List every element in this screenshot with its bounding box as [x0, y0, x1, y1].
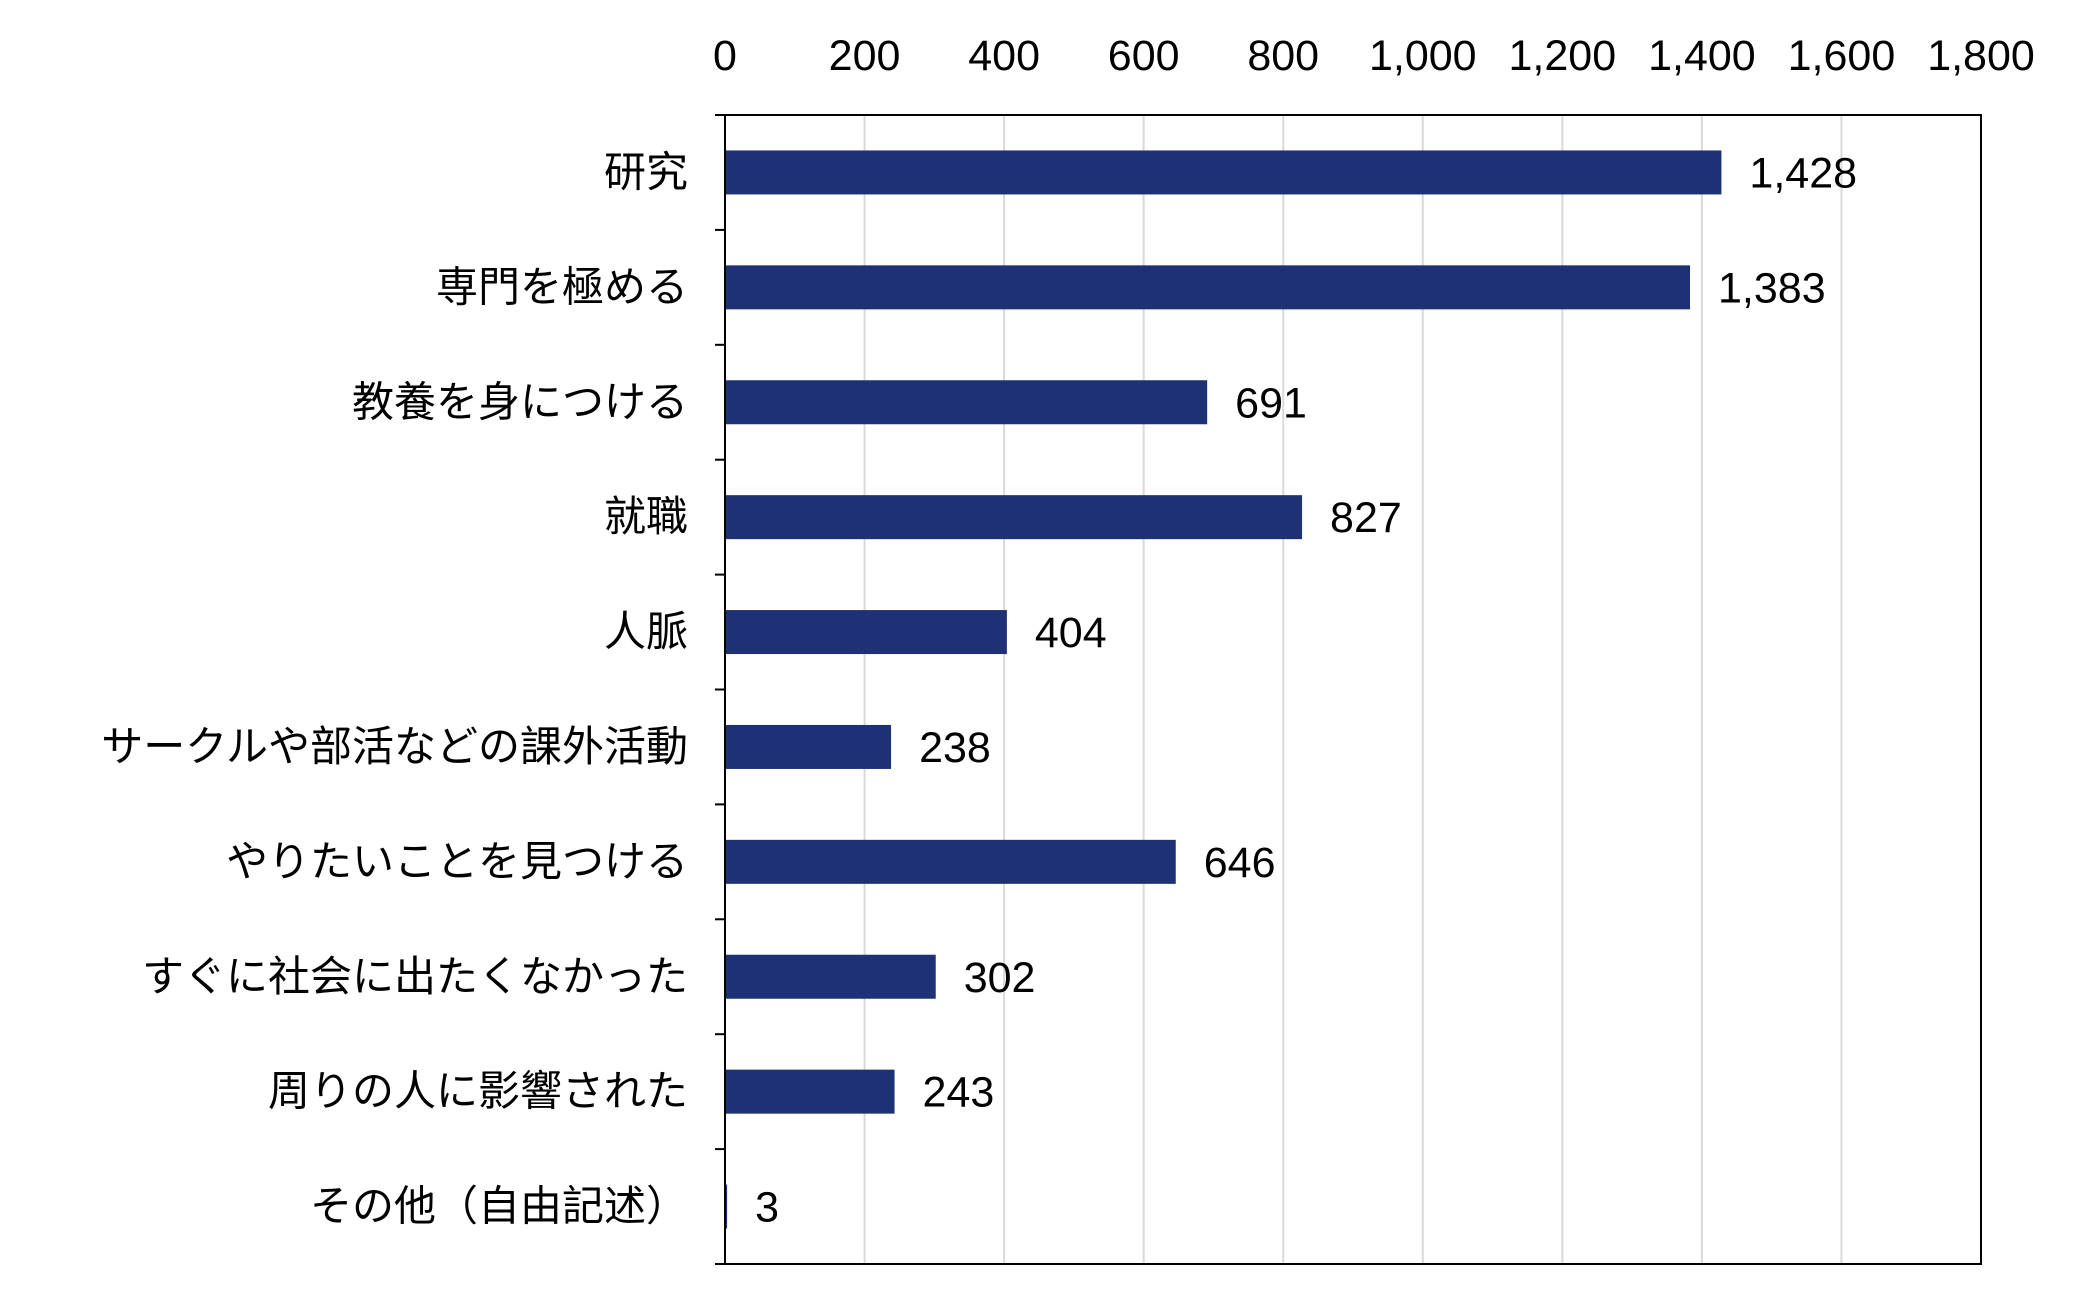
- bar: [725, 1069, 895, 1114]
- bar: [725, 1184, 728, 1229]
- category-label: その他（自由記述）: [310, 1182, 688, 1231]
- x-tick-label: 1,600: [1788, 32, 1896, 80]
- x-tick-label: 1,000: [1369, 32, 1477, 80]
- category-label: 人脈: [604, 607, 688, 656]
- x-tick-labels: 0 200 400 600 800 1,000 1,200 1,400 1,600 1,800: [713, 32, 2035, 80]
- bars: [725, 150, 1722, 1229]
- x-tick-label: 1,800: [1927, 32, 2035, 80]
- bar: [725, 724, 892, 769]
- category-label: 周りの人に影響された: [268, 1067, 688, 1116]
- category-label: 就職: [604, 492, 688, 541]
- value-label: 1,428: [1749, 149, 1857, 197]
- x-tick-label: 1,200: [1509, 32, 1617, 80]
- category-labels: 研究専門を極める教養を身につける就職人脈サークルや部活などの課外活動やりたいこと…: [101, 147, 688, 1230]
- bar: [725, 265, 1691, 310]
- value-label: 243: [923, 1069, 995, 1117]
- value-label: 3: [755, 1184, 779, 1232]
- category-ticks: [715, 114, 725, 1265]
- bar: [725, 495, 1303, 540]
- x-tick-label: 600: [1108, 32, 1180, 80]
- value-label: 691: [1235, 379, 1307, 427]
- value-label: 302: [964, 954, 1036, 1002]
- x-tick-label: 800: [1247, 32, 1319, 80]
- value-label: 1,383: [1718, 264, 1826, 312]
- category-label: 研究: [604, 147, 688, 196]
- category-label: サークルや部活などの課外活動: [101, 722, 688, 771]
- x-tick-label: 200: [829, 32, 901, 80]
- bar: [725, 150, 1722, 195]
- x-tick-label: 0: [713, 32, 737, 80]
- category-label: すぐに社会に出たくなかった: [142, 952, 688, 1001]
- value-label: 238: [919, 724, 991, 772]
- x-tick-label: 1,400: [1648, 32, 1756, 80]
- bar: [725, 380, 1208, 425]
- category-label: 専門を極める: [436, 262, 688, 311]
- value-labels: 1,428 1,383 691 827 404 238 646 302 243 3: [755, 149, 1857, 1231]
- value-label: 404: [1035, 609, 1107, 657]
- value-label: 827: [1330, 494, 1402, 542]
- bar: [725, 954, 936, 999]
- x-tick-label: 400: [968, 32, 1040, 80]
- value-label: 646: [1204, 839, 1276, 887]
- bar: [725, 839, 1176, 884]
- bar: [725, 610, 1007, 655]
- category-label: やりたいことを見つける: [226, 837, 688, 886]
- category-label: 教養を身につける: [352, 377, 688, 426]
